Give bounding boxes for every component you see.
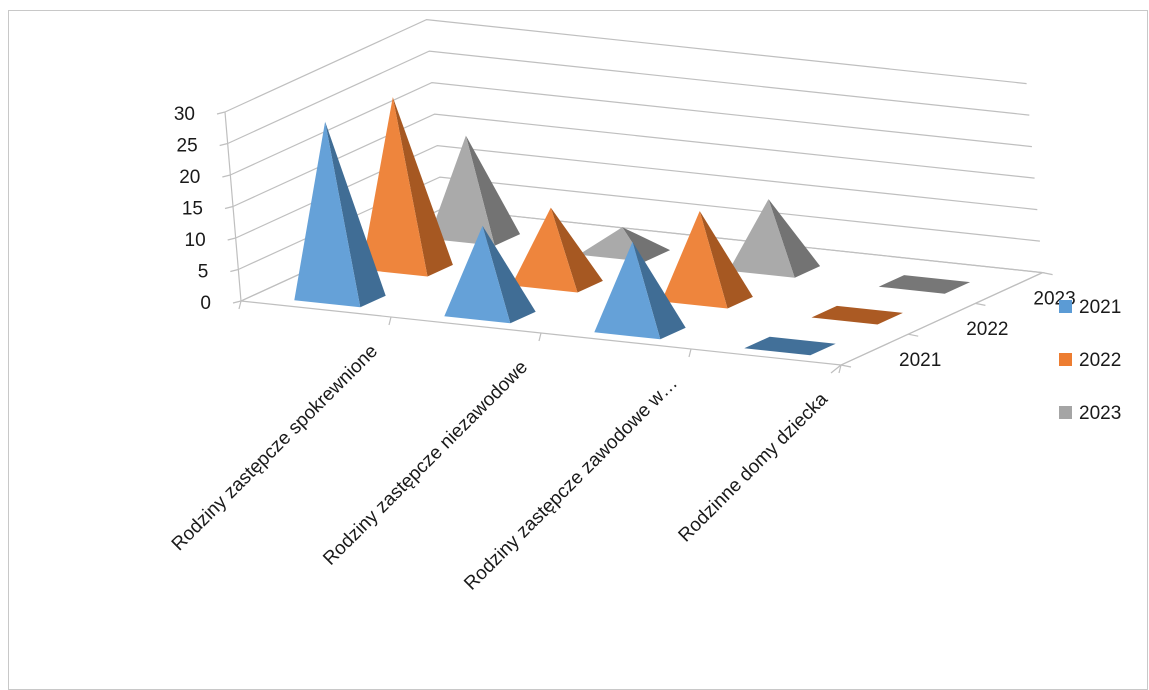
pyramid-side-face (482, 225, 536, 324)
pyramid-2021-3 (594, 241, 686, 340)
pyramid-side-face (768, 199, 821, 278)
y-tick-label: 30 (174, 104, 195, 125)
pyramid-side-face (465, 135, 521, 246)
pyramid-2021-4 (744, 336, 836, 356)
y-tick-label: 10 (185, 230, 206, 251)
pyramid-2022-2 (511, 207, 603, 293)
gridline (235, 144, 1038, 239)
pyramid-front-face (428, 135, 495, 246)
legend-swatch (1059, 353, 1072, 366)
pyramid-2021-2 (444, 225, 536, 324)
pyramid-side-face (632, 241, 686, 340)
pyramid-front-face (511, 207, 578, 293)
pyramid-side-face (392, 97, 453, 277)
y-tick (222, 174, 231, 178)
zero-value-base (878, 275, 971, 294)
gridline (224, 18, 1027, 113)
y-tick-label: 20 (179, 167, 200, 188)
z-tick (975, 302, 986, 306)
pyramid-front-face (728, 199, 795, 278)
pyramid-2023-1 (428, 135, 521, 246)
y-tick-label: 15 (182, 199, 203, 220)
pyramid-side-face (699, 211, 753, 309)
y-tick-label: 5 (198, 262, 209, 283)
z-tick (840, 364, 852, 368)
gridline (227, 50, 1030, 145)
x-tick (538, 332, 542, 342)
pyramid-side-face (325, 121, 386, 308)
depth-label: 2022 (966, 319, 1008, 340)
pyramid-side-face (622, 227, 671, 262)
legend-label: 2021 (1079, 297, 1121, 318)
depth-label: 2021 (899, 350, 941, 371)
legend-label: 2022 (1079, 350, 1121, 371)
y-tick (224, 205, 234, 210)
x-category-label: Rodziny zastępcze niezawodowe (319, 357, 532, 570)
pyramid-2021-1 (294, 121, 386, 308)
y-tick (232, 300, 242, 304)
y-tick (216, 111, 226, 115)
legend-swatch (1059, 300, 1072, 313)
zero-value-base (744, 336, 836, 356)
pyramid-2022-3 (661, 211, 753, 309)
y-tick-label: 0 (200, 293, 211, 314)
pyramid-side-face (550, 207, 603, 293)
x-tick (838, 364, 842, 374)
y-tick (230, 268, 239, 273)
z-tick (908, 333, 919, 337)
pyramid-2022-4 (811, 305, 903, 325)
pyramid-2023-3 (728, 199, 821, 278)
right-edge-tick (830, 364, 842, 374)
y-tick-label: 25 (177, 136, 198, 157)
pyramid-chart: 0 5 10 15 20 25 30 Rodziny zastępcze spokrewni… (168, 18, 1121, 595)
pyramid-2023-4 (878, 275, 971, 294)
pyramid-front-face (444, 225, 511, 324)
x-category-label: Rodzinne domy dziecka (675, 389, 833, 547)
x-tick (238, 300, 242, 310)
legend-swatch (1059, 406, 1072, 419)
y-tick (219, 142, 228, 147)
side-wall-edge (840, 272, 1043, 366)
z-tick (1042, 272, 1053, 276)
gridline (232, 113, 1035, 208)
y-axis-labels: 0 5 10 15 20 25 30 (174, 104, 211, 314)
gridline (230, 81, 1032, 176)
zero-value-base (811, 305, 903, 325)
pyramid-2022-1 (361, 97, 453, 277)
legend-label: 2023 (1079, 403, 1121, 424)
pyramid-front-face (594, 241, 661, 340)
x-tick (388, 316, 392, 326)
pyramid-front-face (294, 121, 361, 308)
pyramid-front-face (361, 97, 428, 277)
pyramid-2023-2 (578, 227, 671, 262)
legend: 2021 2022 2023 (1059, 297, 1121, 424)
chart-area: 0 5 10 15 20 25 30 Rodziny zastępcze spokrewni… (8, 10, 1148, 690)
y-tick (227, 237, 236, 241)
chart-marks (294, 97, 971, 356)
pyramid-front-face (661, 211, 728, 309)
x-tick (688, 348, 692, 358)
